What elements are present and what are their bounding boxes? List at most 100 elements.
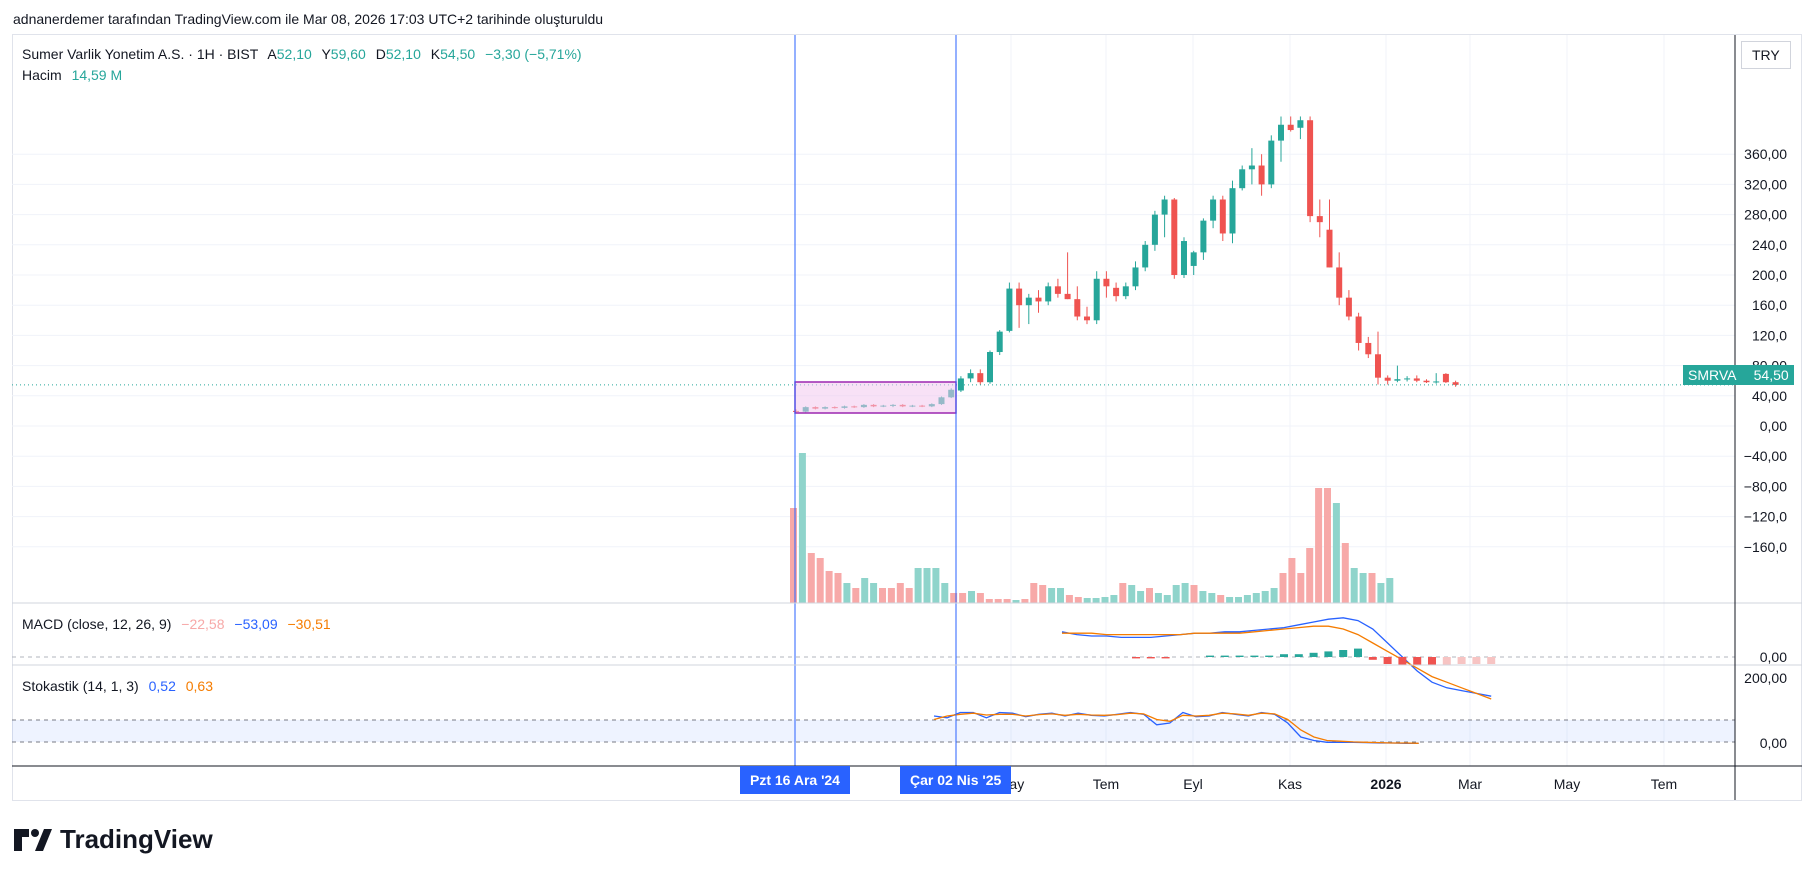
time-tick-label: May	[1554, 776, 1580, 792]
macd-hist-bar	[1324, 651, 1333, 657]
last-price-value: 54,50	[1753, 367, 1789, 383]
volume-bar	[1119, 583, 1127, 603]
macd-line	[1061, 617, 1492, 697]
price-tick-label: 280,00	[1744, 207, 1787, 223]
open-value: 52,10	[276, 46, 312, 62]
volume-bar	[816, 558, 824, 603]
tradingview-brand-text: TradingView	[60, 824, 213, 854]
grid-layer	[12, 35, 1735, 766]
candle-body	[1054, 286, 1061, 294]
candle-body	[1307, 120, 1314, 217]
candle-body	[1151, 214, 1158, 245]
stoch-d-line	[933, 712, 1419, 744]
macd-value: −53,09	[234, 616, 278, 632]
candle-body	[1375, 354, 1381, 378]
price-tick-label: 240,0	[1752, 237, 1787, 253]
candle-body	[1074, 299, 1081, 317]
currency-button[interactable]: TRY	[1741, 41, 1791, 69]
volume-bar	[1315, 488, 1323, 603]
volume-bar	[994, 599, 1002, 603]
candle-body	[1025, 297, 1032, 306]
macd-hist-bar	[1146, 657, 1155, 659]
stoch-k-value: 0,52	[148, 678, 176, 694]
candle-body	[1384, 377, 1391, 381]
symbol-legend: Sumer Varlik Yonetim A.S. · 1H · BIST A5…	[22, 46, 588, 62]
candle-body	[1093, 278, 1100, 321]
cursor-end-label[interactable]: Çar 02 Nis '25	[900, 766, 1012, 794]
candle-body	[1190, 252, 1197, 266]
volume-bar	[923, 568, 931, 603]
volume-bar	[959, 593, 967, 603]
macd-layer	[12, 617, 1735, 700]
volume-bar	[1101, 597, 1109, 603]
candle-body	[1229, 188, 1236, 234]
volume-bar	[1048, 588, 1056, 603]
macd-hist-bar	[1457, 657, 1466, 664]
candle-body	[1326, 229, 1333, 268]
macd-tick-label: 0,00	[1760, 649, 1787, 665]
macd-hist-bar	[1294, 654, 1303, 657]
candle-body	[1219, 199, 1226, 234]
volume-bar	[843, 583, 851, 603]
time-tick-label: 2026	[1370, 776, 1401, 792]
volume-bar	[1324, 488, 1331, 603]
volume-bar	[1297, 573, 1305, 603]
candle-body	[1355, 316, 1362, 343]
open-label: A	[267, 46, 277, 62]
macd-hist-bar	[1206, 655, 1214, 657]
tradingview-logo[interactable]: TradingView	[14, 824, 213, 855]
macd-hist-bar	[1309, 652, 1318, 657]
candle-body	[1103, 278, 1110, 287]
volume-bar	[870, 583, 878, 603]
volume-bar	[1128, 585, 1136, 603]
macd-hist-bar	[1161, 657, 1170, 659]
volume-bar	[1030, 583, 1038, 603]
volume-bar	[896, 583, 904, 603]
volume-bar	[798, 453, 806, 603]
macd-hist-bar	[1280, 654, 1288, 657]
candle-body	[1064, 293, 1071, 300]
volume-layer	[790, 453, 1394, 603]
macd-hist-bar	[1428, 657, 1436, 666]
cursor-start-label[interactable]: Pzt 16 Ara '24	[740, 766, 850, 794]
volume-bar	[1235, 597, 1242, 603]
price-tick-label: 120,0	[1752, 327, 1787, 343]
annotation-layer	[794, 35, 957, 766]
volume-value: 14,59 M	[71, 67, 123, 83]
tradingview-logo-icon	[14, 828, 52, 851]
time-tick-label: Eyl	[1183, 776, 1202, 792]
stochastic-bands	[12, 719, 1735, 743]
volume-bar	[1172, 585, 1180, 603]
macd-hist-bar	[1442, 657, 1451, 666]
volume-bar	[807, 553, 815, 603]
time-tick-label: Tem	[1651, 776, 1677, 792]
candle-body	[1239, 169, 1246, 189]
chart-frame[interactable]	[12, 34, 1802, 801]
volume-bar	[1377, 583, 1385, 603]
price-tick-label: −160,0	[1744, 539, 1787, 555]
volume-bar	[905, 588, 913, 603]
date-range-box	[794, 381, 957, 414]
volume-legend: Hacim 14,59 M	[22, 67, 128, 83]
volume-bar	[1163, 595, 1171, 603]
stochastic-legend: Stokastik (14, 1, 3) 0,52 0,63	[22, 678, 219, 694]
macd-hist-bar	[1472, 657, 1481, 664]
price-tick-label: 360,00	[1744, 146, 1787, 162]
price-tick-label: 320,00	[1744, 176, 1787, 192]
macd-title: MACD (close, 12, 26, 9)	[22, 616, 172, 632]
candle-body	[1035, 297, 1042, 302]
candle-body	[1171, 199, 1178, 275]
high-label: Y	[321, 46, 331, 62]
volume-bar	[968, 591, 975, 603]
volume-bar	[914, 568, 922, 603]
macd-legend: MACD (close, 12, 26, 9) −22,58 −53,09 −3…	[22, 616, 337, 632]
price-tick-label: 40,00	[1752, 388, 1787, 404]
low-label: D	[375, 46, 386, 62]
candle-body	[1297, 120, 1304, 128]
symbol-title: Sumer Varlik Yonetim A.S. · 1H · BIST	[22, 46, 259, 62]
macd-hist-bar	[1250, 655, 1259, 657]
volume-bar	[1208, 593, 1216, 603]
macd-hist-bar	[1235, 655, 1244, 657]
candle-body	[1016, 288, 1023, 306]
